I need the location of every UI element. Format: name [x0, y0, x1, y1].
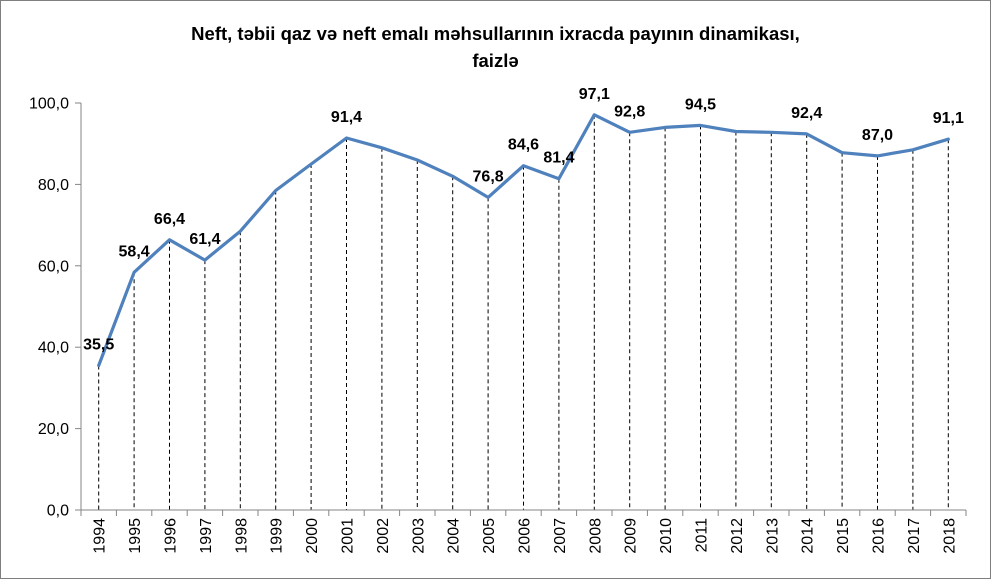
chart-title: Neft, təbii qaz və neft emalı məhsulları… — [0, 20, 991, 74]
data-point — [451, 174, 455, 178]
x-tick-label: 2003 — [410, 518, 427, 554]
data-label: 81,4 — [543, 150, 574, 167]
x-tick-label: 1994 — [92, 518, 109, 554]
data-point — [628, 130, 632, 134]
data-point — [415, 158, 419, 162]
data-label: 91,4 — [331, 109, 362, 126]
x-tick-label: 2010 — [658, 518, 675, 554]
data-point — [663, 125, 667, 129]
data-point — [132, 270, 136, 274]
x-tick-label: 1999 — [269, 518, 286, 554]
chart-title-line1: Neft, təbii qaz və neft emalı məhsulları… — [191, 23, 800, 44]
y-axis-ticks: 0,0 20,0 40,0 60,0 80,0 100,0 — [29, 96, 81, 520]
data-point — [168, 238, 172, 242]
y-tick-label: 80,0 — [38, 177, 69, 194]
y-tick-label: 40,0 — [38, 340, 69, 357]
data-point — [699, 123, 703, 127]
data-point — [911, 148, 915, 152]
x-tick-label: 2001 — [340, 518, 357, 554]
series-line — [97, 113, 950, 368]
data-label: 97,1 — [579, 86, 610, 103]
data-label: 35,5 — [83, 337, 114, 354]
x-tick-label: 1997 — [198, 518, 215, 554]
data-point — [840, 151, 844, 155]
axes — [80, 103, 966, 511]
data-point — [203, 258, 207, 262]
data-point — [734, 129, 738, 133]
data-point — [274, 189, 278, 193]
x-tick-label: 2006 — [517, 518, 534, 554]
y-tick-label: 100,0 — [29, 96, 69, 113]
data-labels: 35,5 58,466,461,4 91,4 76,884,681,4 97,192,8… — [83, 86, 964, 354]
x-axis-ticks: 1994 1995 1996 1997 1998 1999 2000 2001 2002 2003… — [80, 510, 967, 554]
x-tick-label: 2009 — [623, 518, 640, 554]
x-tick-label: 2018 — [941, 518, 958, 554]
data-point — [557, 177, 561, 181]
data-point — [592, 113, 596, 117]
data-label: 92,4 — [791, 105, 822, 122]
x-tick-label: 1998 — [233, 518, 250, 554]
x-tick-label: 2008 — [587, 518, 604, 554]
x-tick-label: 2005 — [481, 518, 498, 554]
series — [97, 113, 950, 368]
x-tick-label: 2004 — [446, 518, 463, 554]
y-tick-label: 0,0 — [47, 503, 69, 520]
x-tick-label: 2000 — [304, 518, 321, 554]
y-tick-label: 60,0 — [38, 258, 69, 275]
data-point — [805, 132, 809, 136]
data-label: 94,5 — [685, 96, 716, 113]
data-label: 87,0 — [862, 127, 893, 144]
data-label: 76,8 — [473, 168, 504, 185]
data-point — [486, 195, 490, 199]
data-point — [876, 154, 880, 158]
data-label: 61,4 — [189, 231, 220, 248]
data-point — [345, 136, 349, 140]
data-point — [946, 137, 950, 141]
drop-lines — [98, 114, 949, 510]
x-tick-label: 1995 — [127, 518, 144, 554]
x-tick-label: 2016 — [871, 518, 888, 554]
chart-title-line2: faizlə — [472, 50, 519, 71]
x-tick-label: 2011 — [694, 518, 711, 553]
x-tick-label: 2014 — [800, 518, 817, 554]
data-label: 84,6 — [508, 137, 539, 154]
data-point — [97, 364, 101, 368]
data-label: 92,8 — [614, 103, 645, 120]
x-tick-label: 2007 — [552, 518, 569, 554]
data-point — [522, 164, 526, 168]
x-tick-label: 2013 — [764, 518, 781, 554]
data-label: 66,4 — [154, 211, 185, 228]
y-tick-label: 20,0 — [38, 421, 69, 438]
x-tick-label: 2017 — [906, 518, 923, 554]
x-tick-label: 2012 — [729, 518, 746, 554]
x-tick-label: 1996 — [163, 518, 180, 554]
data-point — [769, 130, 773, 134]
x-tick-label: 2002 — [375, 518, 392, 554]
x-tick-label: 2015 — [835, 518, 852, 554]
data-point — [380, 146, 384, 150]
data-point — [238, 229, 242, 233]
data-label: 58,4 — [119, 243, 150, 260]
data-point — [309, 162, 313, 166]
data-label: 91,1 — [933, 110, 964, 127]
